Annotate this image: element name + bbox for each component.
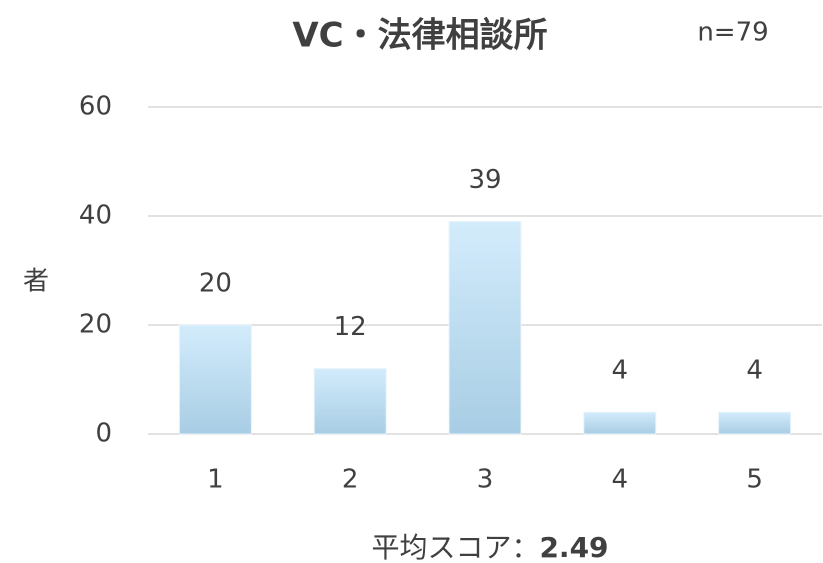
average-score: 2.49 <box>539 531 608 563</box>
data-label: 20 <box>199 269 232 299</box>
footer-label: 平均スコア： <box>371 531 539 563</box>
y-tick-label: 0 <box>95 419 112 449</box>
x-tick-label: 5 <box>746 465 763 495</box>
y-tick-label: 20 <box>79 310 112 340</box>
x-tick-label: 4 <box>612 465 629 495</box>
data-label: 12 <box>334 312 367 342</box>
x-tick-label: 2 <box>342 465 359 495</box>
x-tick-label: 3 <box>477 465 494 495</box>
data-label: 4 <box>612 356 629 386</box>
y-tick-label: 40 <box>79 201 112 231</box>
subtitle: n=79 <box>697 18 768 48</box>
bar <box>718 411 792 435</box>
data-label: 39 <box>468 165 501 195</box>
bar <box>583 411 657 435</box>
chart-title: VC・法律相談所 <box>292 16 547 56</box>
bar <box>178 324 252 435</box>
x-tick-label: 1 <box>207 465 224 495</box>
bar <box>448 220 522 435</box>
data-label: 4 <box>746 356 763 386</box>
bar <box>313 368 387 435</box>
footer: 平均スコア：2.49 <box>371 531 608 563</box>
y-tick-label: 60 <box>79 92 112 122</box>
y-axis-label: 者 <box>23 267 49 297</box>
